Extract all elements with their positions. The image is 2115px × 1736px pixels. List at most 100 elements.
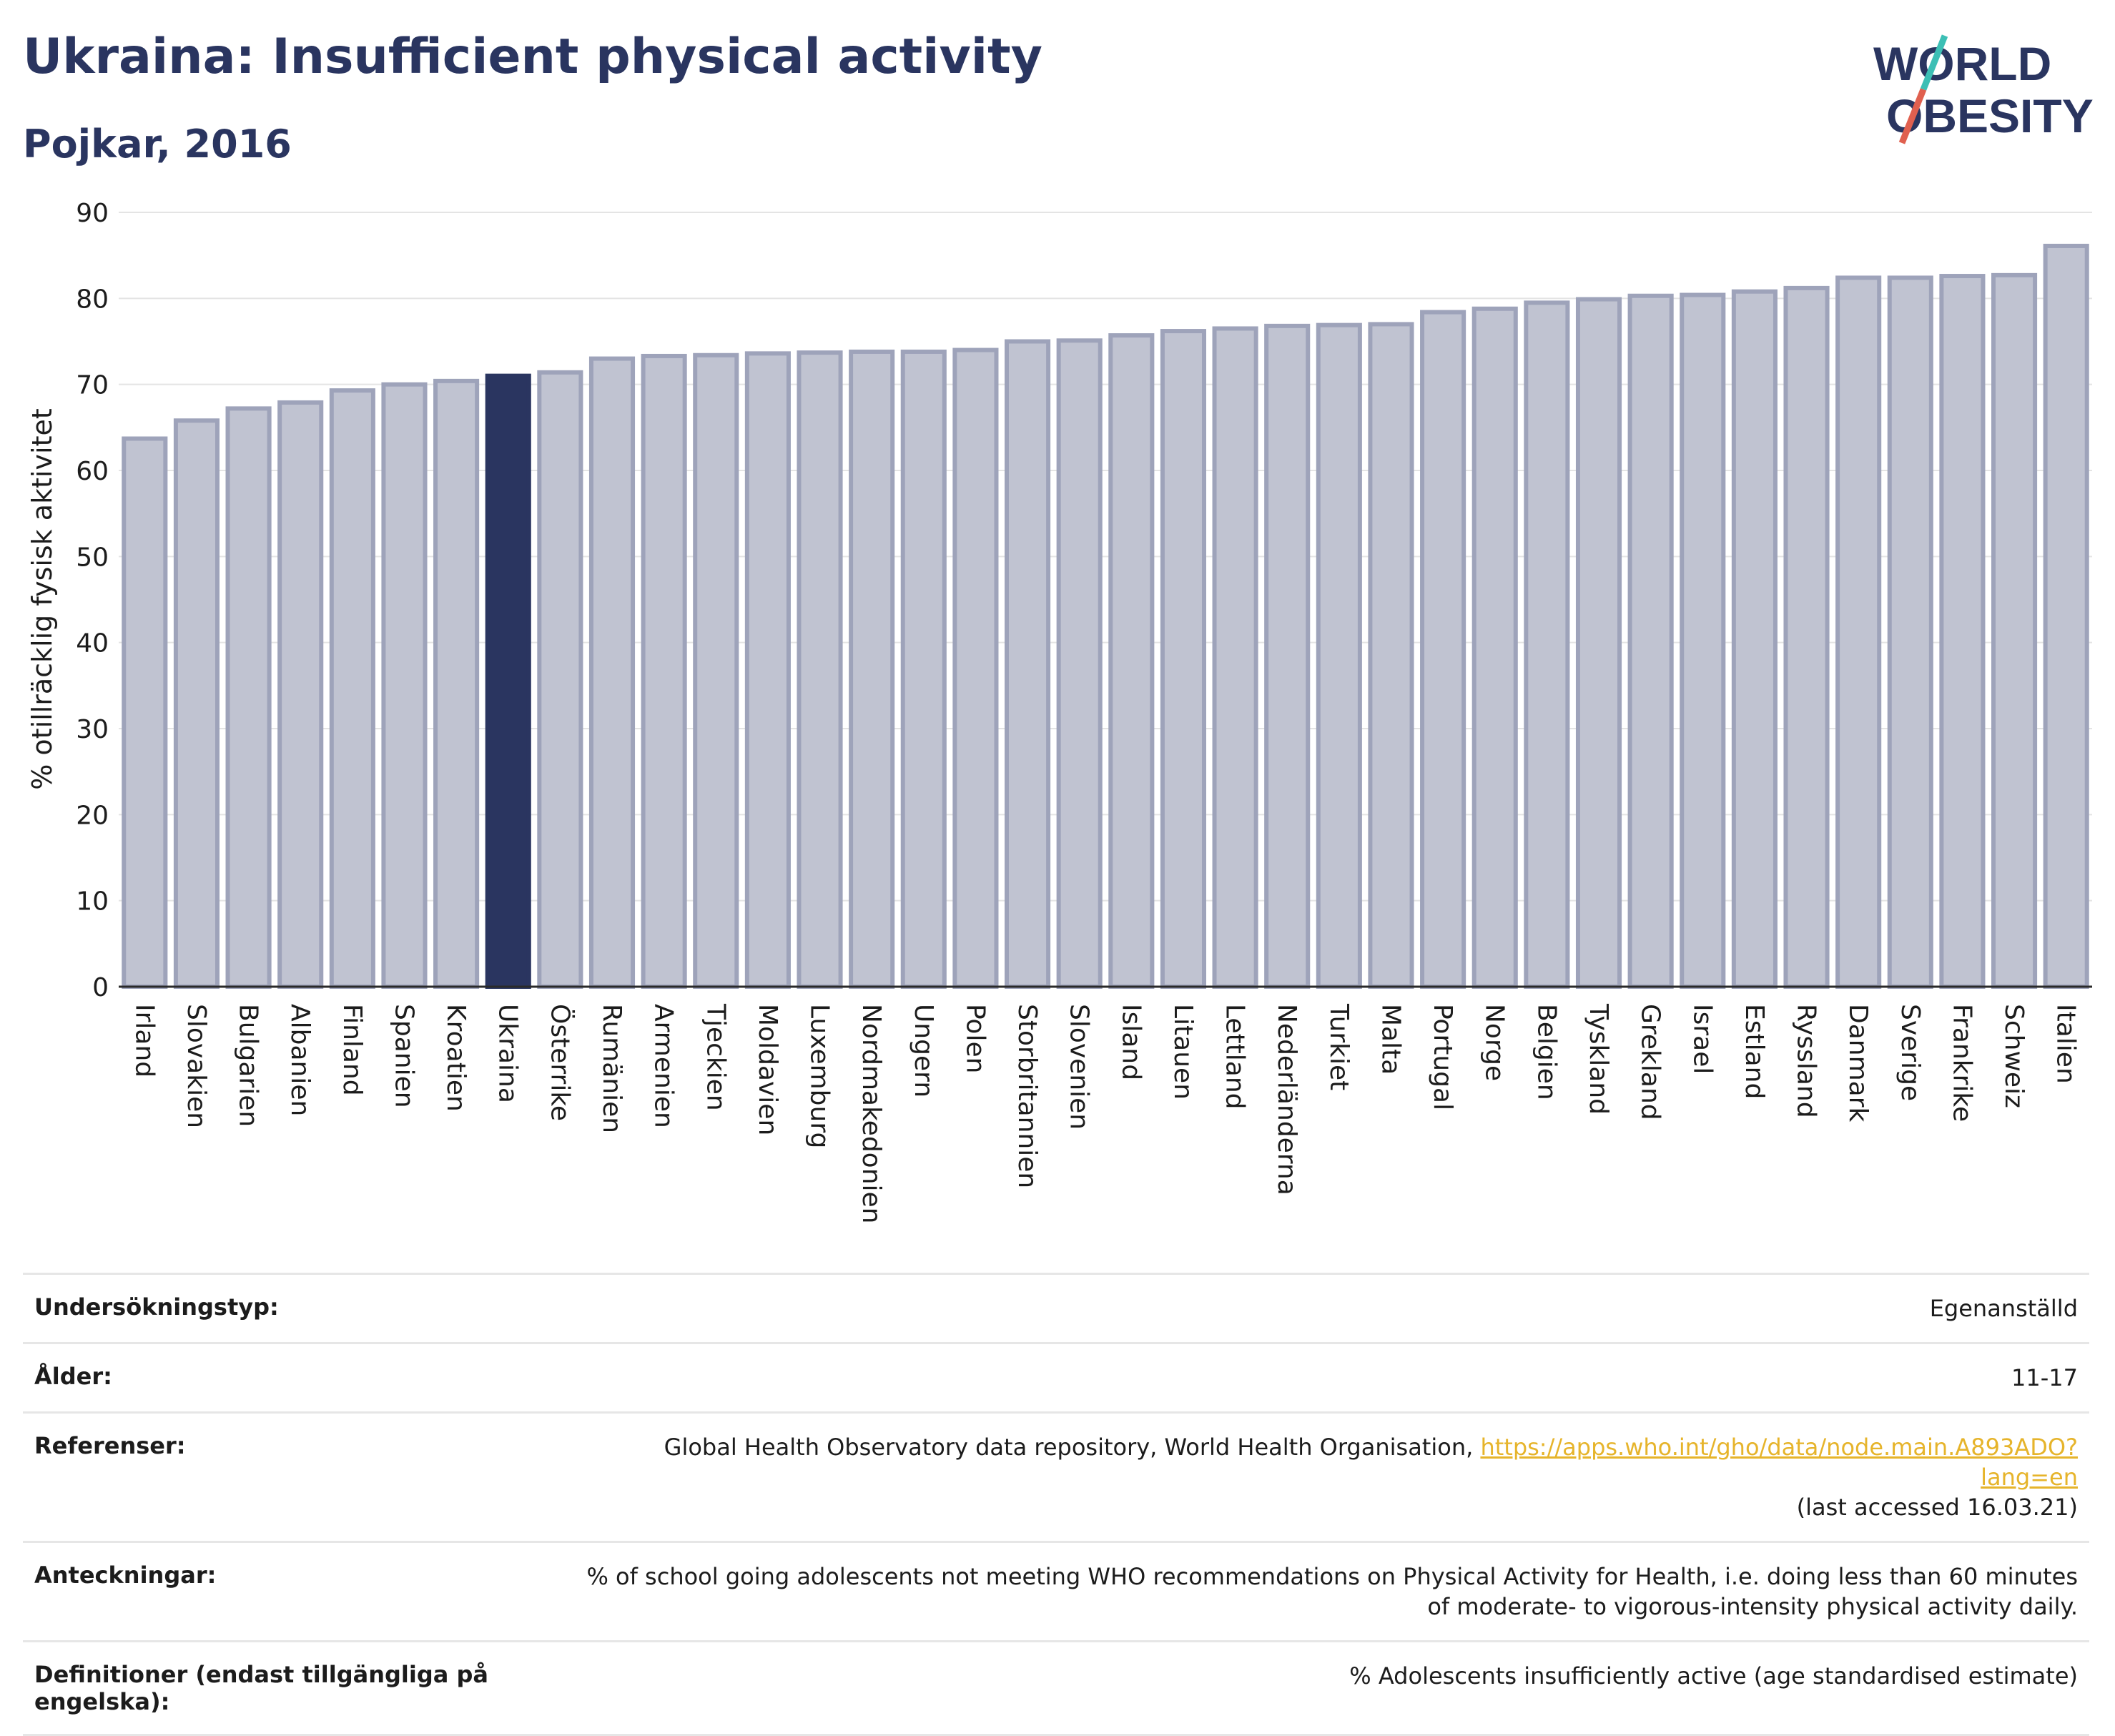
bar-bulgarien — [225, 406, 272, 989]
x-tick-label: Finland — [337, 1004, 367, 1096]
bar-island — [1108, 333, 1155, 989]
x-tick-label: Spanien — [389, 1004, 418, 1108]
x-tick-label: Slovakien — [182, 1004, 211, 1128]
x-tick-label: Irland — [129, 1004, 159, 1077]
x-tick-label: Nordmakedonien — [857, 1004, 886, 1223]
x-tick-label: Storbritannien — [1012, 1004, 1042, 1188]
x-tick-label: Belgien — [1532, 1004, 1561, 1100]
x-tick-label: Albanien — [285, 1004, 315, 1116]
y-tick-label: 80 — [76, 285, 109, 314]
bar-frankrike — [1939, 274, 1986, 989]
bar-kroatien — [433, 378, 480, 989]
bar-slovakien — [173, 418, 220, 989]
meta-key: Undersökningstyp: — [34, 1293, 279, 1321]
bar-tyskland — [1575, 297, 1622, 989]
x-tick-label: Schweiz — [1999, 1004, 2028, 1108]
x-tick-label: Malta — [1376, 1004, 1405, 1075]
x-tick-label: Slovenien — [1065, 1004, 1094, 1130]
bar-grekland — [1627, 293, 1674, 989]
x-tick-label: Ryssland — [1792, 1004, 1821, 1118]
x-tick-label: Nederländerna — [1272, 1004, 1301, 1195]
x-tick-label: Bulgarien — [234, 1004, 263, 1127]
meta-row-survey-type: Undersökningstyp: Egenanställd — [23, 1273, 2089, 1342]
bar-finland — [329, 388, 375, 989]
bars — [122, 243, 2089, 990]
meta-value: 11-17 — [2011, 1364, 2078, 1391]
y-tick-label: 0 — [92, 973, 109, 1002]
y-axis-label: % otillräcklig fysisk aktivitet — [26, 408, 58, 790]
meta-key: Ålder: — [34, 1363, 112, 1390]
x-tick-label: Polen — [960, 1004, 990, 1073]
meta-value: Egenanställd — [1929, 1295, 2078, 1322]
bar-nordmakedonien — [849, 349, 895, 989]
bar-litauen — [1160, 329, 1207, 989]
x-tick-label: Lettland — [1221, 1004, 1250, 1110]
y-tick-label: 70 — [76, 371, 109, 400]
y-tick-label: 30 — [76, 715, 109, 744]
x-tick-label: Luxemburg — [805, 1004, 834, 1148]
x-tick-label: Frankrike — [1947, 1004, 1976, 1122]
x-tick-label: Tyskland — [1584, 1003, 1613, 1115]
page-subtitle: Pojkar, 2016 — [23, 122, 292, 167]
metadata-table: Undersökningstyp: Egenanställd Ålder: 11… — [23, 1273, 2089, 1736]
y-tick-label: 90 — [76, 199, 109, 228]
meta-key: Referenser: — [34, 1432, 186, 1459]
bar-ryssland — [1783, 285, 1830, 990]
x-tick-label: Moldavien — [753, 1004, 782, 1135]
bar-chart: 0 10 20 30 40 50 60 70 80 90 Irland Slovakien Bulga… — [26, 199, 2092, 1223]
page-title: Ukraina: Insufficient physical activity — [23, 29, 1042, 85]
x-tick-label: Ungern — [909, 1004, 938, 1098]
bar-albanien — [277, 400, 324, 989]
meta-row-references: Referenser: Global Health Observatory da… — [23, 1411, 2089, 1541]
bar-italien — [2043, 243, 2089, 989]
bar-irland — [122, 436, 168, 989]
bar-slovenien — [1056, 338, 1103, 989]
bar-storbritannien — [1005, 339, 1051, 989]
y-tick-label: 60 — [76, 457, 109, 486]
meta-row-age: Ålder: 11-17 — [23, 1342, 2089, 1411]
x-tick-label: Sverige — [1895, 1004, 1925, 1101]
bar-sverige — [1887, 275, 1933, 990]
x-tick-label: Kroatien — [441, 1004, 470, 1112]
bar-polen — [952, 347, 999, 989]
x-tick-label: Grekland — [1636, 1004, 1665, 1120]
bar-ungern — [900, 349, 947, 989]
bar-turkiet — [1316, 322, 1362, 989]
bar-moldavien — [744, 351, 791, 989]
y-tick-labels: 0 10 20 30 40 50 60 70 80 90 — [76, 199, 109, 1002]
bar-armenien — [641, 353, 687, 989]
x-tick-label: Estland — [1740, 1004, 1769, 1099]
meta-key: Definitioner (endast tillgängliga på eng… — [34, 1661, 488, 1715]
x-tick-label: Tjeckien — [701, 1003, 730, 1111]
x-tick-label: Italien — [2051, 1004, 2081, 1084]
meta-row-definitions: Definitioner (endast tillgängliga på eng… — [23, 1640, 2089, 1736]
logo-slash-red — [1898, 88, 1927, 144]
x-tick-label: Turkiet — [1324, 1003, 1354, 1090]
bar-israel — [1680, 292, 1726, 989]
x-tick-label: Litauen — [1168, 1004, 1198, 1100]
y-tick-label: 50 — [76, 543, 109, 572]
meta-value: Global Health Observatory data repositor… — [576, 1432, 2078, 1522]
reference-link[interactable]: https://apps.who.int/gho/data/node.main.… — [1480, 1434, 2078, 1491]
x-tick-label: Rumänien — [597, 1004, 626, 1133]
bar-schweiz — [1991, 272, 2038, 989]
bar-nederländerna — [1264, 323, 1311, 989]
bar-rumänien — [588, 356, 636, 990]
x-tick-label: Portugal — [1428, 1004, 1457, 1110]
x-tick-label: Israel — [1687, 1004, 1717, 1074]
x-tick-label: Österrike — [545, 1004, 575, 1121]
bar-norge — [1471, 306, 1518, 990]
bar-estland — [1731, 289, 1778, 989]
x-tick-label: Danmark — [1843, 1004, 1873, 1123]
meta-value: % Adolescents insufficiently active (age… — [1349, 1662, 2078, 1690]
bar-luxemburg — [797, 350, 843, 990]
logo-slash-teal — [1920, 34, 1948, 91]
y-tick-label: 10 — [76, 887, 109, 917]
bar-belgien — [1524, 300, 1570, 990]
x-tick-label: Ukraina — [493, 1004, 523, 1103]
bar-spanien — [381, 382, 428, 989]
logo-line1: WORLD — [1873, 37, 2051, 90]
x-tick-label: Island — [1116, 1004, 1145, 1080]
bar-tjeckien — [693, 352, 739, 989]
bar-lettland — [1212, 326, 1258, 989]
